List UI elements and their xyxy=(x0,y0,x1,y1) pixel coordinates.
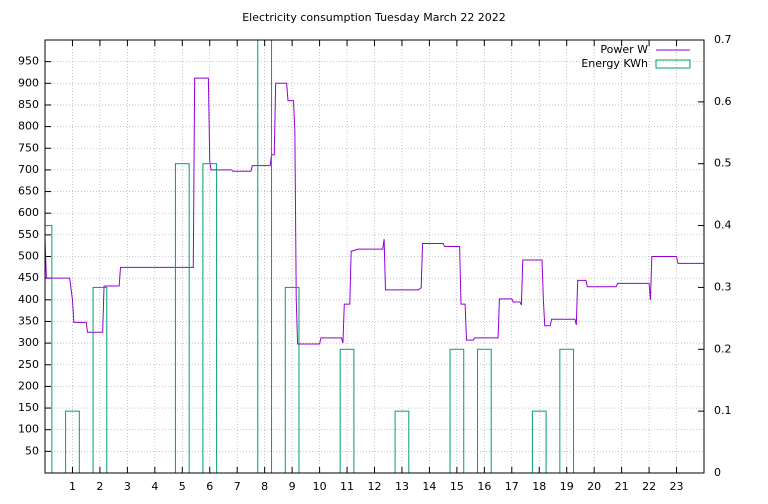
y2-tick-label: 0.7 xyxy=(714,33,732,46)
legend-label: Energy KWh xyxy=(581,57,648,70)
y-tick-label: 400 xyxy=(18,293,39,306)
y2-tick-label: 0.2 xyxy=(714,342,732,355)
legend-swatch xyxy=(655,59,691,69)
x-tick-label: 23 xyxy=(670,480,684,493)
bar xyxy=(202,163,218,473)
x-tick-label: 6 xyxy=(206,480,213,493)
y2-tick-label: 0.3 xyxy=(714,280,732,293)
x-tick-label: 18 xyxy=(532,480,546,493)
x-tick-label: 10 xyxy=(313,480,327,493)
legend-label: Power W xyxy=(600,43,648,56)
y2-tick-label: 0.6 xyxy=(714,95,732,108)
x-tick-label: 15 xyxy=(450,480,464,493)
y-tick-label: 700 xyxy=(18,163,39,176)
bar xyxy=(257,40,273,473)
y2-tick-label: 0.5 xyxy=(714,157,732,170)
y-tick-label: 300 xyxy=(18,336,39,349)
x-tick-label: 20 xyxy=(587,480,601,493)
x-tick-label: 4 xyxy=(151,480,158,493)
x-tick-label: 2 xyxy=(96,480,103,493)
y-tick-label: 950 xyxy=(18,55,39,68)
y-tick-label: 450 xyxy=(18,271,39,284)
y-tick-label: 550 xyxy=(18,228,39,241)
y-tick-label: 900 xyxy=(18,76,39,89)
bar xyxy=(174,163,190,473)
chart-title: Electricity consumption Tuesday March 22… xyxy=(242,11,506,24)
x-tick-label: 5 xyxy=(179,480,186,493)
y-tick-label: 150 xyxy=(18,401,39,414)
x-tick-label: 12 xyxy=(368,480,382,493)
line xyxy=(45,77,704,345)
y2-tick-label: 0.4 xyxy=(714,219,732,232)
x-tick-label: 17 xyxy=(505,480,519,493)
y2-tick-label: 0 xyxy=(714,466,721,479)
x-tick-label: 9 xyxy=(289,480,296,493)
x-tick-label: 8 xyxy=(261,480,268,493)
y-tick-label: 750 xyxy=(18,141,39,154)
x-tick-label: 14 xyxy=(422,480,436,493)
plot-border xyxy=(44,39,705,474)
x-tick-label: 11 xyxy=(340,480,354,493)
y-tick-label: 250 xyxy=(18,358,39,371)
x-tick-label: 19 xyxy=(560,480,574,493)
y-tick-label: 850 xyxy=(18,98,39,111)
y-tick-label: 500 xyxy=(18,250,39,263)
x-tick-label: 3 xyxy=(124,480,131,493)
x-tick-label: 16 xyxy=(477,480,491,493)
x-tick-label: 22 xyxy=(642,480,656,493)
y-tick-label: 200 xyxy=(18,379,39,392)
y2-tick-label: 0.1 xyxy=(714,404,732,417)
y-tick-label: 100 xyxy=(18,423,39,436)
y-tick-label: 350 xyxy=(18,314,39,327)
y-tick-label: 600 xyxy=(18,206,39,219)
x-tick-label: 1 xyxy=(69,480,76,493)
x-tick-label: 21 xyxy=(615,480,629,493)
y-tick-label: 800 xyxy=(18,120,39,133)
y-tick-label: 50 xyxy=(25,444,39,457)
y-tick-label: 650 xyxy=(18,185,39,198)
x-tick-label: 13 xyxy=(395,480,409,493)
x-tick-label: 7 xyxy=(234,480,241,493)
